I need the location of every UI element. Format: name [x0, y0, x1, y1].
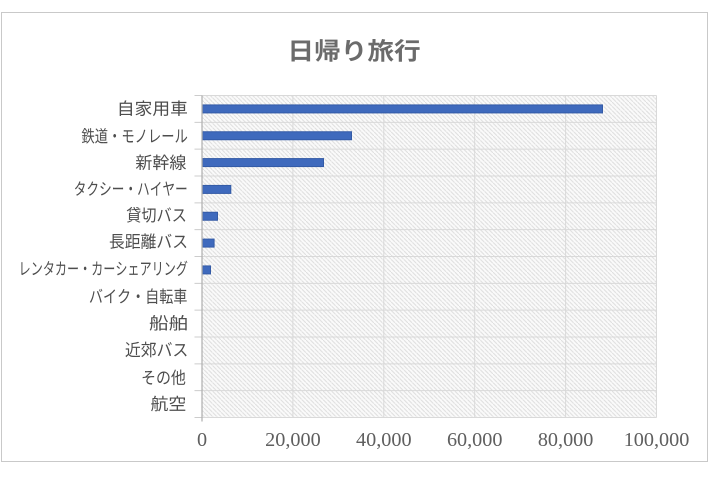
- svg-text:80,000: 80,000: [538, 429, 594, 451]
- svg-text:60,000: 60,000: [447, 429, 503, 451]
- svg-text:20,000: 20,000: [265, 429, 321, 451]
- svg-text:40,000: 40,000: [356, 429, 412, 451]
- svg-text:100,000: 100,000: [624, 429, 690, 451]
- svg-text:0: 0: [197, 429, 207, 451]
